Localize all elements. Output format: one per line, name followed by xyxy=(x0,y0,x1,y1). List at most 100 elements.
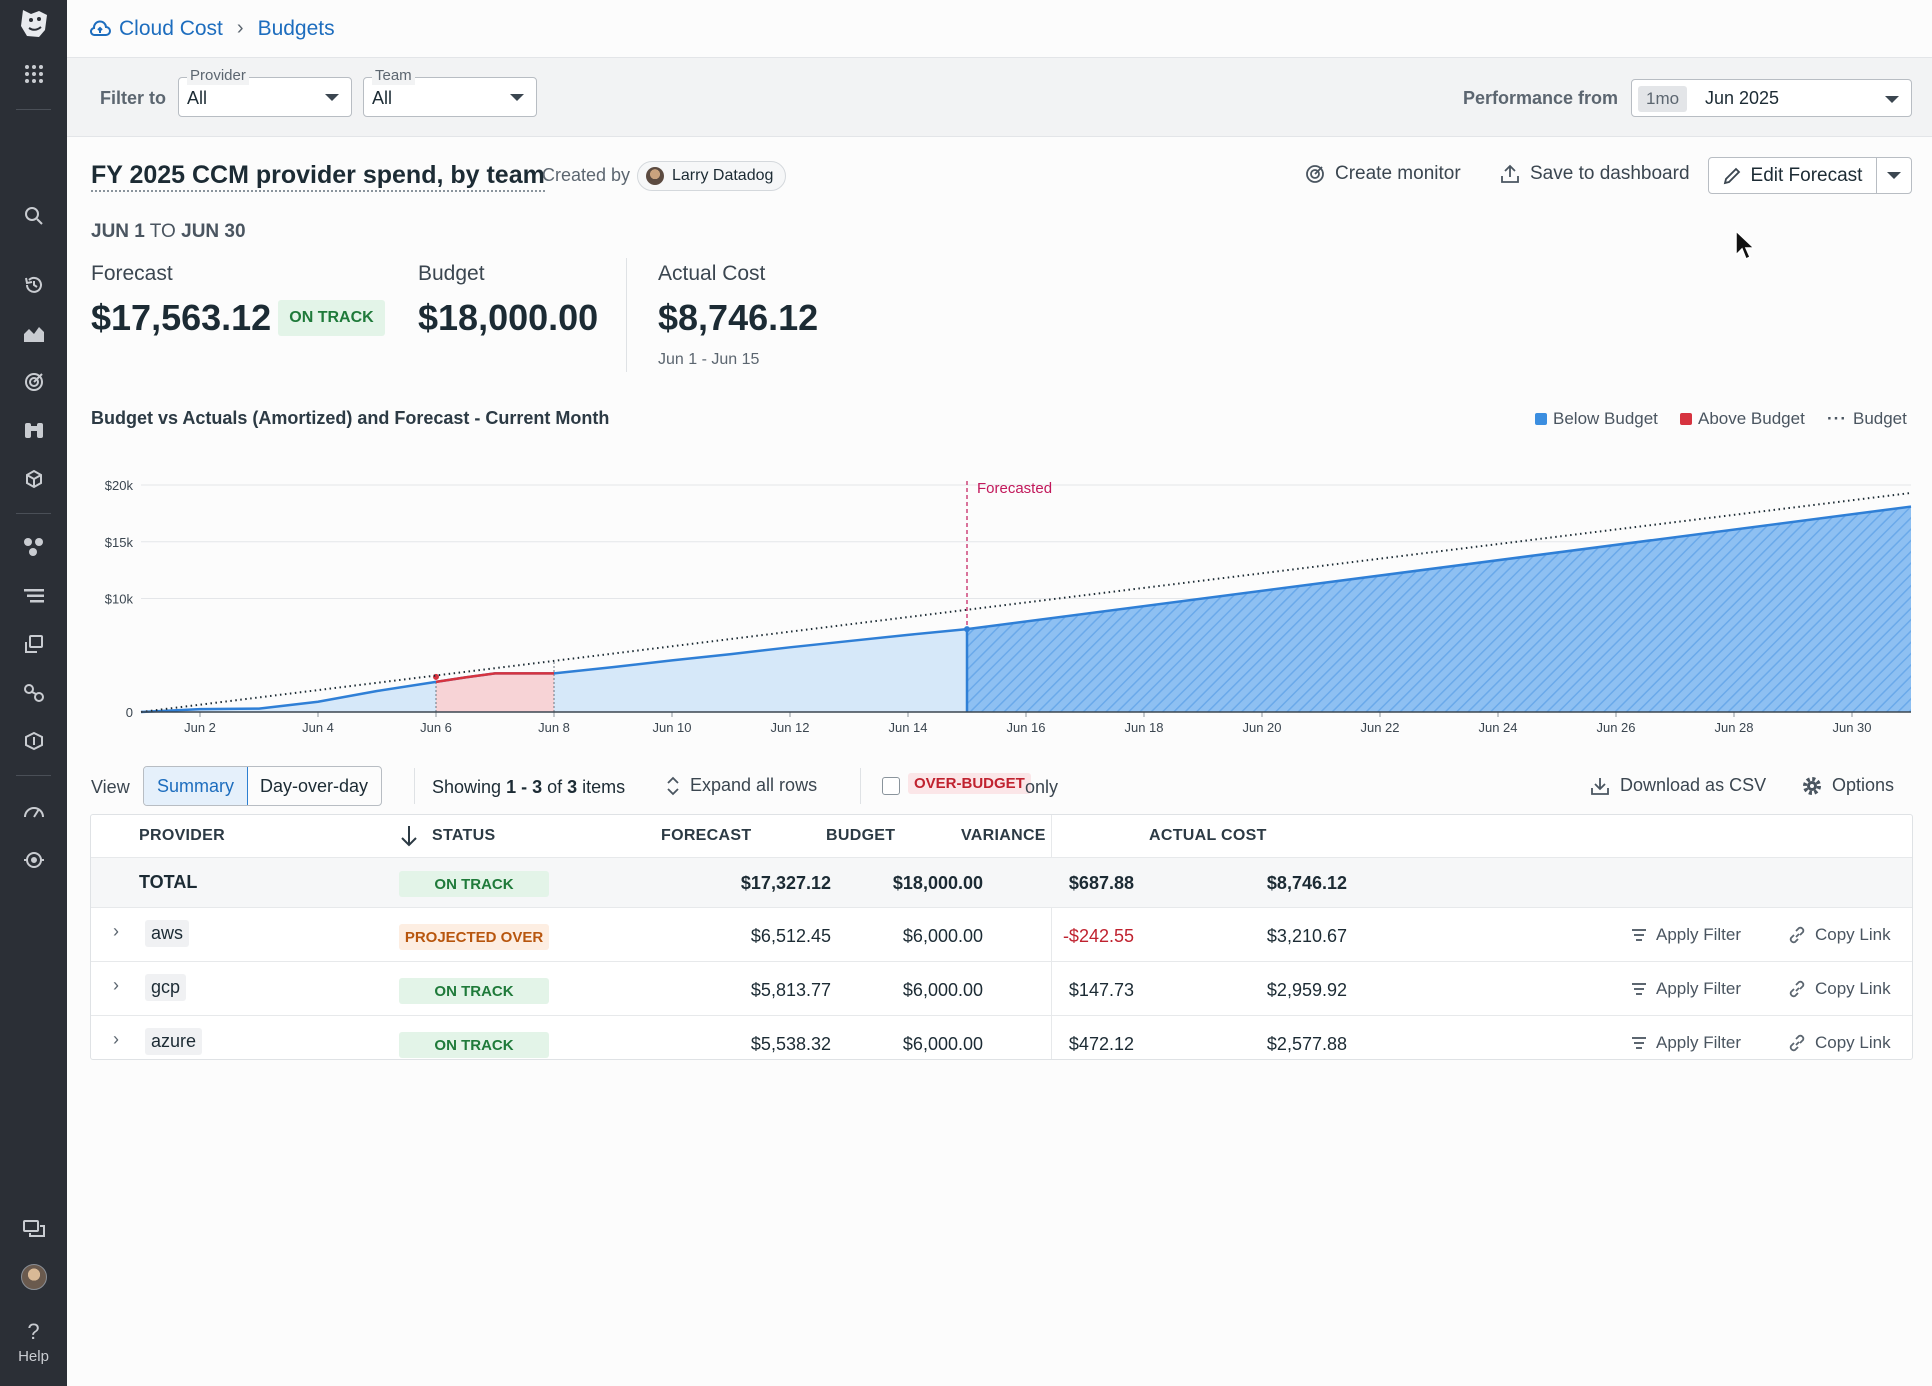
table-row[interactable]: › azure ON TRACK $5,538.32 $6,000.00 $47… xyxy=(91,1015,1912,1059)
recent-history-icon[interactable] xyxy=(20,271,48,299)
apply-filter-button[interactable]: Apply Filter xyxy=(1631,1033,1741,1053)
apply-filter-label: Apply Filter xyxy=(1656,1033,1742,1052)
copy-link-label: Copy Link xyxy=(1815,979,1891,998)
sort-arrow-down-icon[interactable] xyxy=(399,824,419,848)
x-tick-label: Jun 2 xyxy=(184,720,216,735)
breadcrumb-cloud-cost[interactable]: Cloud Cost xyxy=(89,17,223,41)
over-budget-only-checkbox[interactable] xyxy=(882,777,900,795)
dashboards-icon[interactable] xyxy=(20,320,48,348)
page-title[interactable]: FY 2025 CCM provider spend, by team xyxy=(91,160,545,192)
expand-all-rows-button[interactable]: Expand all rows xyxy=(666,775,817,796)
view-day-over-day-tab[interactable]: Day-over-day xyxy=(260,775,369,796)
filter-icon xyxy=(1632,1037,1646,1049)
link-icon xyxy=(1789,980,1805,998)
budget-vs-actuals-chart[interactable]: 0 $10k $15k $20k Jun 2 Jun 4 Jun 6 Jun 8 Jun 10 J… xyxy=(91,470,1912,745)
apply-filter-button[interactable]: Apply Filter xyxy=(1631,979,1741,999)
view-summary-tab[interactable]: Summary xyxy=(144,767,249,805)
expand-row-chevron-icon[interactable]: › xyxy=(113,975,119,995)
column-header-variance[interactable]: VARIANCE xyxy=(961,827,1046,844)
x-tick-label: Jun 28 xyxy=(1714,720,1753,735)
help-label: Help xyxy=(18,1348,49,1365)
budget-table: PROVIDER STATUS FORECAST BUDGET VARIANCE… xyxy=(90,814,1913,1060)
x-tick-label: Jun 16 xyxy=(1006,720,1045,735)
dotted-line-icon: ··· xyxy=(1827,409,1847,428)
team-select[interactable]: Team All xyxy=(363,67,537,117)
integrations-link-icon[interactable] xyxy=(20,679,48,707)
table-total-row: TOTAL ON TRACK $17,327.12 $18,000.00 $68… xyxy=(91,857,1912,907)
actual-cost-value: $8,746.12 xyxy=(658,297,819,338)
options-label: Options xyxy=(1832,775,1895,795)
logs-icon[interactable] xyxy=(20,582,48,610)
performance-gauge-icon[interactable] xyxy=(20,797,48,825)
synthetics-icon[interactable] xyxy=(20,846,48,874)
legend-label: Above Budget xyxy=(1698,409,1805,428)
total-budget: $18,000.00 xyxy=(892,873,983,893)
create-monitor-button[interactable]: Create monitor xyxy=(1305,163,1461,185)
range-to: TO xyxy=(149,221,176,242)
column-header-budget[interactable]: BUDGET xyxy=(826,827,896,844)
chat-support-icon[interactable] xyxy=(20,1215,48,1243)
breadcrumb: Cloud Cost › Budgets xyxy=(67,0,1932,58)
monitors-icon[interactable] xyxy=(20,368,48,396)
legend-below-budget[interactable]: Below Budget xyxy=(1535,409,1658,429)
x-tick-label: Jun 4 xyxy=(302,720,334,735)
total-actual: $8,746.12 xyxy=(1266,873,1347,893)
breadcrumb-current[interactable]: Budgets xyxy=(257,16,335,40)
chevron-right-icon: › xyxy=(236,17,244,39)
cloud-cost-icon[interactable] xyxy=(20,727,48,755)
cloud-cost-icon xyxy=(90,20,111,36)
x-tick-label: Jun 18 xyxy=(1124,720,1163,735)
legend-swatch xyxy=(1535,413,1547,425)
expand-row-chevron-icon[interactable]: › xyxy=(113,1029,119,1049)
expand-row-chevron-icon[interactable]: › xyxy=(113,921,119,941)
actual-cost-label: Actual Cost xyxy=(658,262,766,285)
watchdog-binoculars-icon[interactable] xyxy=(20,416,48,444)
save-to-dashboard-button[interactable]: Save to dashboard xyxy=(1500,163,1690,185)
link-icon xyxy=(1789,926,1805,944)
expand-arrows-icon xyxy=(667,776,679,795)
budget-line xyxy=(140,491,1912,713)
row-budget: $6,000.00 xyxy=(902,1034,983,1054)
column-header-actual-cost[interactable]: ACTUAL COST xyxy=(1149,827,1267,844)
table-row[interactable]: › aws PROJECTED OVER $6,512.45 $6,000.00… xyxy=(91,907,1912,961)
download-csv-button[interactable]: Download as CSV xyxy=(1590,775,1766,796)
created-by-user-chip[interactable]: Larry Datadog xyxy=(637,161,787,191)
copy-link-button[interactable]: Copy Link xyxy=(1788,925,1891,945)
options-button[interactable]: Options xyxy=(1802,775,1894,796)
infrastructure-icon[interactable] xyxy=(20,465,48,493)
column-header-status[interactable]: STATUS xyxy=(432,827,496,844)
x-tick-label: Jun 20 xyxy=(1242,720,1281,735)
user-avatar-icon[interactable] xyxy=(20,1263,48,1291)
copy-link-button[interactable]: Copy Link xyxy=(1788,979,1891,999)
apm-icon[interactable] xyxy=(20,533,48,561)
column-header-forecast[interactable]: FORECAST xyxy=(661,827,752,844)
download-csv-label: Download as CSV xyxy=(1620,775,1767,795)
view-label: View xyxy=(91,777,130,797)
range-end: JUN 30 xyxy=(181,221,246,242)
over-budget-badge: OVER-BUDGET xyxy=(908,773,1031,794)
edit-forecast-button[interactable]: Edit Forecast xyxy=(1709,158,1877,193)
legend-above-budget[interactable]: Above Budget xyxy=(1680,409,1805,429)
security-icon[interactable] xyxy=(20,630,48,658)
caret-down-icon xyxy=(325,94,339,101)
provider-select-value: All xyxy=(187,88,208,108)
table-row[interactable]: › gcp ON TRACK $5,813.77 $6,000.00 $147.… xyxy=(91,961,1912,1015)
forecast-status-badge: ON TRACK xyxy=(278,300,385,336)
period-value: Jun 2025 xyxy=(1705,88,1780,108)
datadog-logo-icon[interactable] xyxy=(17,6,51,40)
edit-forecast-dropdown-icon[interactable] xyxy=(1887,172,1901,179)
apply-filter-button[interactable]: Apply Filter xyxy=(1631,925,1741,945)
search-icon[interactable] xyxy=(20,202,48,230)
legend-budget[interactable]: ··· Budget xyxy=(1827,409,1907,429)
apps-grid-icon[interactable] xyxy=(20,60,48,88)
provider-chip: azure xyxy=(145,1028,203,1055)
row-variance: -$242.55 xyxy=(1062,926,1134,946)
period-select[interactable]: 1mo Jun 2025 xyxy=(1631,79,1912,117)
divider xyxy=(414,768,415,804)
column-header-provider[interactable]: PROVIDER xyxy=(139,827,225,844)
help-button[interactable]: ? Help xyxy=(0,1320,67,1366)
copy-link-button[interactable]: Copy Link xyxy=(1788,1033,1891,1053)
provider-select[interactable]: Provider All xyxy=(178,67,352,117)
caret-down-icon xyxy=(1885,96,1899,103)
actual-cost-range: Jun 1 - Jun 15 xyxy=(658,351,760,368)
